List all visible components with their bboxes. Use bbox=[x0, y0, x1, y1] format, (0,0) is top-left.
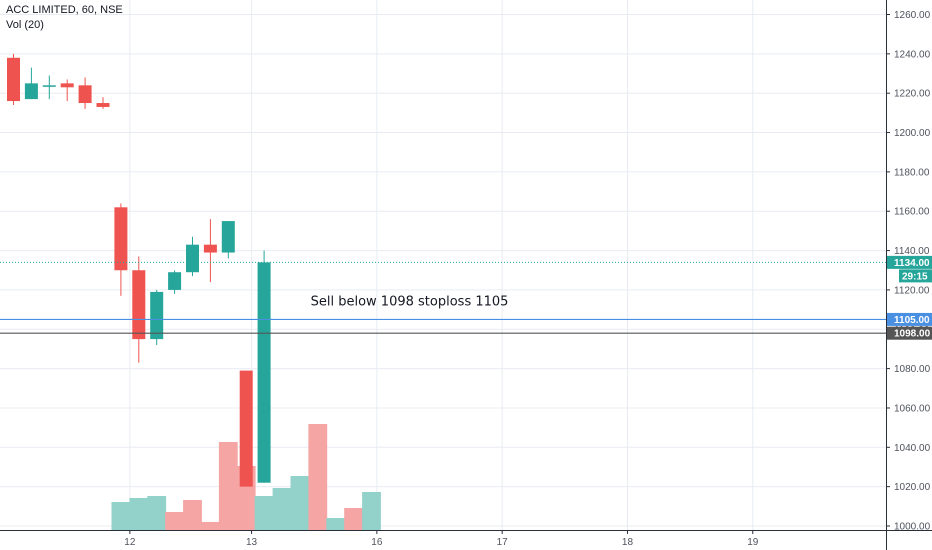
time-axis-label: 12 bbox=[124, 537, 136, 548]
volume-indicator-label[interactable]: Vol (20) bbox=[6, 19, 44, 31]
price-level-tag bbox=[887, 326, 932, 340]
candle-series bbox=[7, 53, 271, 487]
volume-bar bbox=[362, 492, 381, 530]
candlestick bbox=[239, 370, 253, 487]
candle-body bbox=[60, 83, 74, 88]
price-axis-label: 1240.00 bbox=[894, 49, 931, 60]
price-level-tag bbox=[887, 255, 932, 269]
volume-bar bbox=[183, 500, 202, 530]
price-axis: 1000.001020.001040.001060.001080.001100.… bbox=[886, 10, 931, 533]
price-axis-label: 1140.00 bbox=[894, 246, 930, 257]
volume-bar bbox=[111, 502, 131, 530]
candlestick bbox=[257, 250, 271, 483]
price-axis-label: 1260.00 bbox=[894, 10, 931, 21]
candlestick bbox=[150, 289, 164, 346]
candlestick bbox=[186, 236, 199, 277]
volume-series bbox=[111, 424, 381, 530]
volume-bar bbox=[326, 518, 346, 530]
volume-bar bbox=[290, 476, 310, 530]
countdown-tag bbox=[899, 269, 932, 283]
price-lines bbox=[0, 261, 886, 334]
bar-countdown: 29:15 bbox=[902, 271, 928, 282]
candlestick bbox=[168, 270, 182, 294]
volume-bar bbox=[308, 424, 328, 530]
candle-body bbox=[114, 207, 128, 271]
grid-lines bbox=[0, 0, 886, 530]
price-level-value: 1134.00 bbox=[894, 258, 930, 269]
price-axis-label: 1180.00 bbox=[894, 167, 930, 178]
candle-body bbox=[257, 262, 271, 483]
volume-bar bbox=[254, 496, 274, 530]
volume-bar bbox=[344, 508, 363, 530]
price-axis-label: 1040.00 bbox=[894, 443, 931, 454]
candlestick bbox=[203, 219, 217, 283]
candle-body bbox=[24, 83, 38, 100]
chart-annotation-text: Sell below 1098 stoploss 1105 bbox=[311, 295, 509, 310]
time-axis: 12 13 16 17 18 19 bbox=[124, 530, 759, 548]
candlestick bbox=[7, 53, 20, 105]
candlestick bbox=[60, 79, 74, 102]
candle-body bbox=[239, 370, 253, 487]
chart-title: ACC LIMITED, 60, NSE bbox=[6, 4, 123, 16]
price-labels: 1134.00 29:15 1105.00 1098.00 bbox=[887, 255, 932, 340]
price-axis-label: 1020.00 bbox=[894, 482, 931, 493]
price-axis-label: 1220.00 bbox=[894, 89, 931, 100]
time-axis-label: 19 bbox=[747, 537, 759, 548]
candlestick bbox=[221, 221, 235, 259]
price-axis-label: 1060.00 bbox=[894, 403, 931, 414]
candle-body bbox=[132, 270, 146, 340]
price-axis-label: 1120.00 bbox=[894, 285, 930, 296]
price-level-tag bbox=[887, 312, 932, 326]
price-level-label: 1098.00 bbox=[887, 326, 932, 340]
candle-body bbox=[96, 103, 110, 107]
candlestick bbox=[114, 203, 128, 296]
price-axis-label: 1000.00 bbox=[894, 522, 931, 533]
time-axis-label: 18 bbox=[622, 537, 634, 548]
candlestick bbox=[24, 67, 38, 100]
candle-body bbox=[78, 85, 92, 104]
time-axis-label: 13 bbox=[246, 537, 258, 548]
candle-body bbox=[221, 221, 235, 253]
candlestick bbox=[96, 97, 110, 109]
volume-bar bbox=[272, 488, 292, 530]
price-axis-label: 1080.00 bbox=[894, 364, 931, 375]
candle-body bbox=[7, 57, 20, 102]
volume-bar bbox=[129, 498, 149, 530]
price-axis-label: 1200.00 bbox=[894, 128, 931, 139]
candlestick bbox=[132, 256, 146, 363]
volume-bar bbox=[218, 442, 238, 530]
candle-body bbox=[186, 244, 199, 273]
price-level-value: 1098.00 bbox=[894, 329, 931, 340]
volume-bar bbox=[147, 496, 167, 530]
volume-bar bbox=[165, 512, 184, 530]
candlestick bbox=[78, 77, 92, 109]
candle-body bbox=[150, 291, 164, 340]
candle-body bbox=[42, 85, 56, 87]
candlestick bbox=[42, 75, 56, 100]
candle-body bbox=[168, 272, 182, 290]
time-axis-label: 16 bbox=[371, 537, 383, 548]
volume-bar bbox=[201, 522, 220, 530]
price-level-label: 1134.00 29:15 bbox=[887, 255, 932, 283]
price-axis-label: 1160.00 bbox=[894, 207, 930, 218]
time-axis-label: 17 bbox=[497, 537, 509, 548]
price-level-label: 1105.00 bbox=[887, 312, 932, 326]
candle-body bbox=[203, 244, 217, 253]
price-level-value: 1105.00 bbox=[894, 315, 930, 326]
